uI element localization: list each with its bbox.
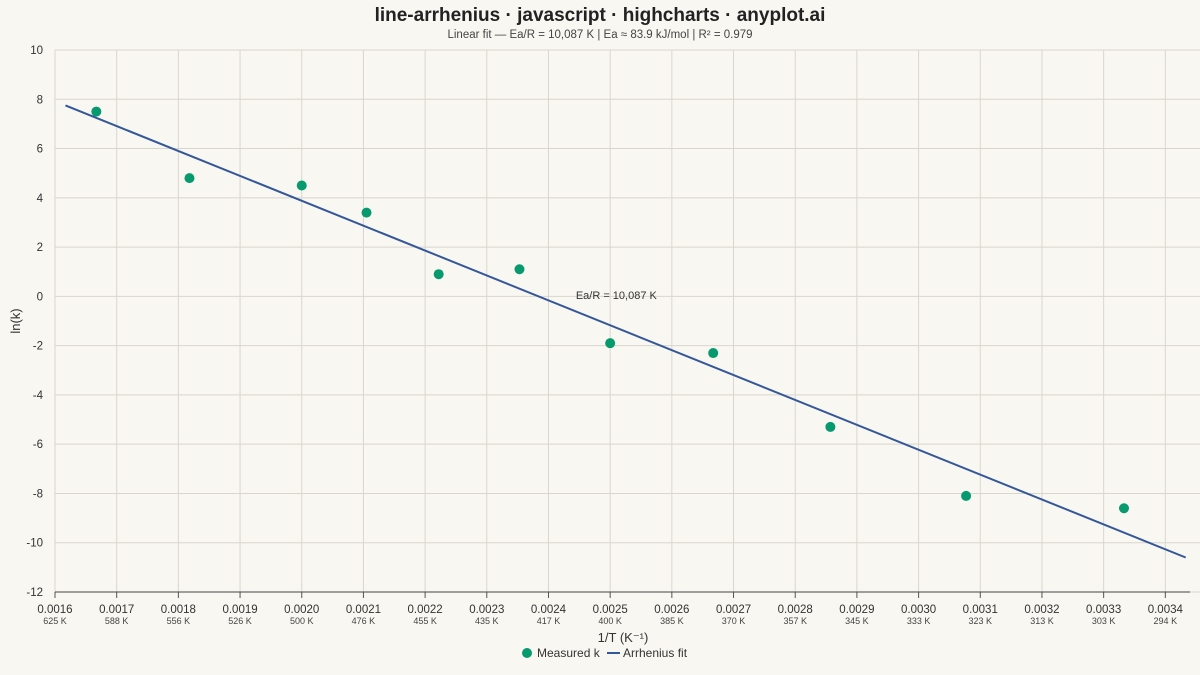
x-tick-kelvin-label: 500 K xyxy=(290,616,314,626)
data-point[interactable] xyxy=(605,338,616,349)
data-point[interactable] xyxy=(296,180,307,191)
x-tick-kelvin-label: 345 K xyxy=(845,616,869,626)
legend-item-measured[interactable]: Measured k xyxy=(522,646,601,660)
x-tick-kelvin-label: 625 K xyxy=(43,616,67,626)
x-tick-kelvin-label: 303 K xyxy=(1092,616,1116,626)
y-tick-label: -6 xyxy=(33,439,43,451)
data-point[interactable] xyxy=(514,264,525,275)
legend-item-fit[interactable]: Arrhenius fit xyxy=(607,646,688,660)
y-tick-label: -12 xyxy=(26,587,43,599)
y-tick-label: 10 xyxy=(30,45,43,57)
x-tick-kelvin-label: 435 K xyxy=(475,616,499,626)
x-tick-kelvin-label: 455 K xyxy=(413,616,437,626)
x-tick-label: 0.0024 xyxy=(531,604,567,616)
x-tick-kelvin-label: 400 K xyxy=(598,616,622,626)
x-tick-kelvin-label: 294 K xyxy=(1154,616,1178,626)
series-layer xyxy=(65,104,1187,559)
y-tick-label: -10 xyxy=(26,538,43,550)
x-tick-label: 0.0016 xyxy=(37,604,72,616)
y-tick-label: 6 xyxy=(37,144,43,156)
x-tick-label: 0.0023 xyxy=(469,604,504,616)
y-tick-label: -8 xyxy=(33,488,43,500)
x-tick-kelvin-label: 588 K xyxy=(105,616,129,626)
legend-marker-measured xyxy=(522,648,532,658)
x-tick-label: 0.0028 xyxy=(778,604,813,616)
legend-label-fit: Arrhenius fit xyxy=(623,646,688,660)
y-tick-label: 2 xyxy=(37,242,43,254)
y-tick-label: 8 xyxy=(37,94,43,106)
y-tick-label: -2 xyxy=(33,341,43,353)
y-tick-label: 4 xyxy=(37,193,44,205)
x-tick-label: 0.0029 xyxy=(839,604,874,616)
x-tick-label: 0.0031 xyxy=(963,604,998,616)
x-tick-label: 0.0017 xyxy=(99,604,134,616)
x-tick-kelvin-label: 385 K xyxy=(660,616,684,626)
data-point[interactable] xyxy=(708,348,719,359)
x-tick-label: 0.0020 xyxy=(284,604,319,616)
fit-line xyxy=(65,104,1187,559)
x-tick-label: 0.0032 xyxy=(1024,604,1059,616)
x-tick-label: 0.0021 xyxy=(346,604,381,616)
data-point[interactable] xyxy=(825,421,836,432)
x-tick-kelvin-label: 333 K xyxy=(907,616,931,626)
chart-title: line-arrhenius · javascript · highcharts… xyxy=(375,5,826,26)
x-tick-kelvin-label: 526 K xyxy=(228,616,252,626)
data-point[interactable] xyxy=(433,269,444,280)
data-point[interactable] xyxy=(1118,503,1129,514)
x-tick-label: 0.0033 xyxy=(1086,604,1121,616)
x-tick-label: 0.0018 xyxy=(161,604,196,616)
x-tick-kelvin-label: 476 K xyxy=(352,616,376,626)
x-tick-kelvin-label: 357 K xyxy=(783,616,807,626)
x-tick-label: 0.0034 xyxy=(1148,604,1184,616)
y-axis-title: ln(k) xyxy=(8,308,23,333)
data-point[interactable] xyxy=(961,490,972,501)
y-axis: 10 8 6 4 2 0 -2 -4 -6 -8 -10 -12 xyxy=(26,45,43,599)
x-tick-kelvin-label: 417 K xyxy=(537,616,561,626)
x-tick-label: 0.0027 xyxy=(716,604,751,616)
x-tick-label: 0.0026 xyxy=(654,604,689,616)
x-tick-label: 0.0030 xyxy=(901,604,936,616)
x-axis-title: 1/T (K⁻¹) xyxy=(598,630,649,645)
data-point[interactable] xyxy=(184,173,195,184)
x-tick-kelvin-label: 370 K xyxy=(722,616,746,626)
x-tick-label: 0.0019 xyxy=(222,604,257,616)
legend: Measured k Arrhenius fit xyxy=(522,646,688,660)
y-tick-label: -4 xyxy=(33,390,44,402)
fit-annotation: Ea/R = 10,087 K xyxy=(576,290,658,302)
x-tick-label: 0.0022 xyxy=(408,604,443,616)
grid-lines xyxy=(54,49,1200,593)
x-tick-kelvin-label: 556 K xyxy=(167,616,191,626)
x-tick-kelvin-label: 313 K xyxy=(1030,616,1054,626)
data-point[interactable] xyxy=(361,207,372,218)
chart-subtitle: Linear fit — Ea/R = 10,087 K | Ea ≈ 83.9… xyxy=(447,29,752,41)
x-tick-label: 0.0025 xyxy=(593,604,628,616)
x-tick-kelvin-label: 323 K xyxy=(969,616,993,626)
legend-label-measured: Measured k xyxy=(537,646,601,660)
y-tick-label: 0 xyxy=(37,291,43,303)
data-point[interactable] xyxy=(91,106,102,117)
